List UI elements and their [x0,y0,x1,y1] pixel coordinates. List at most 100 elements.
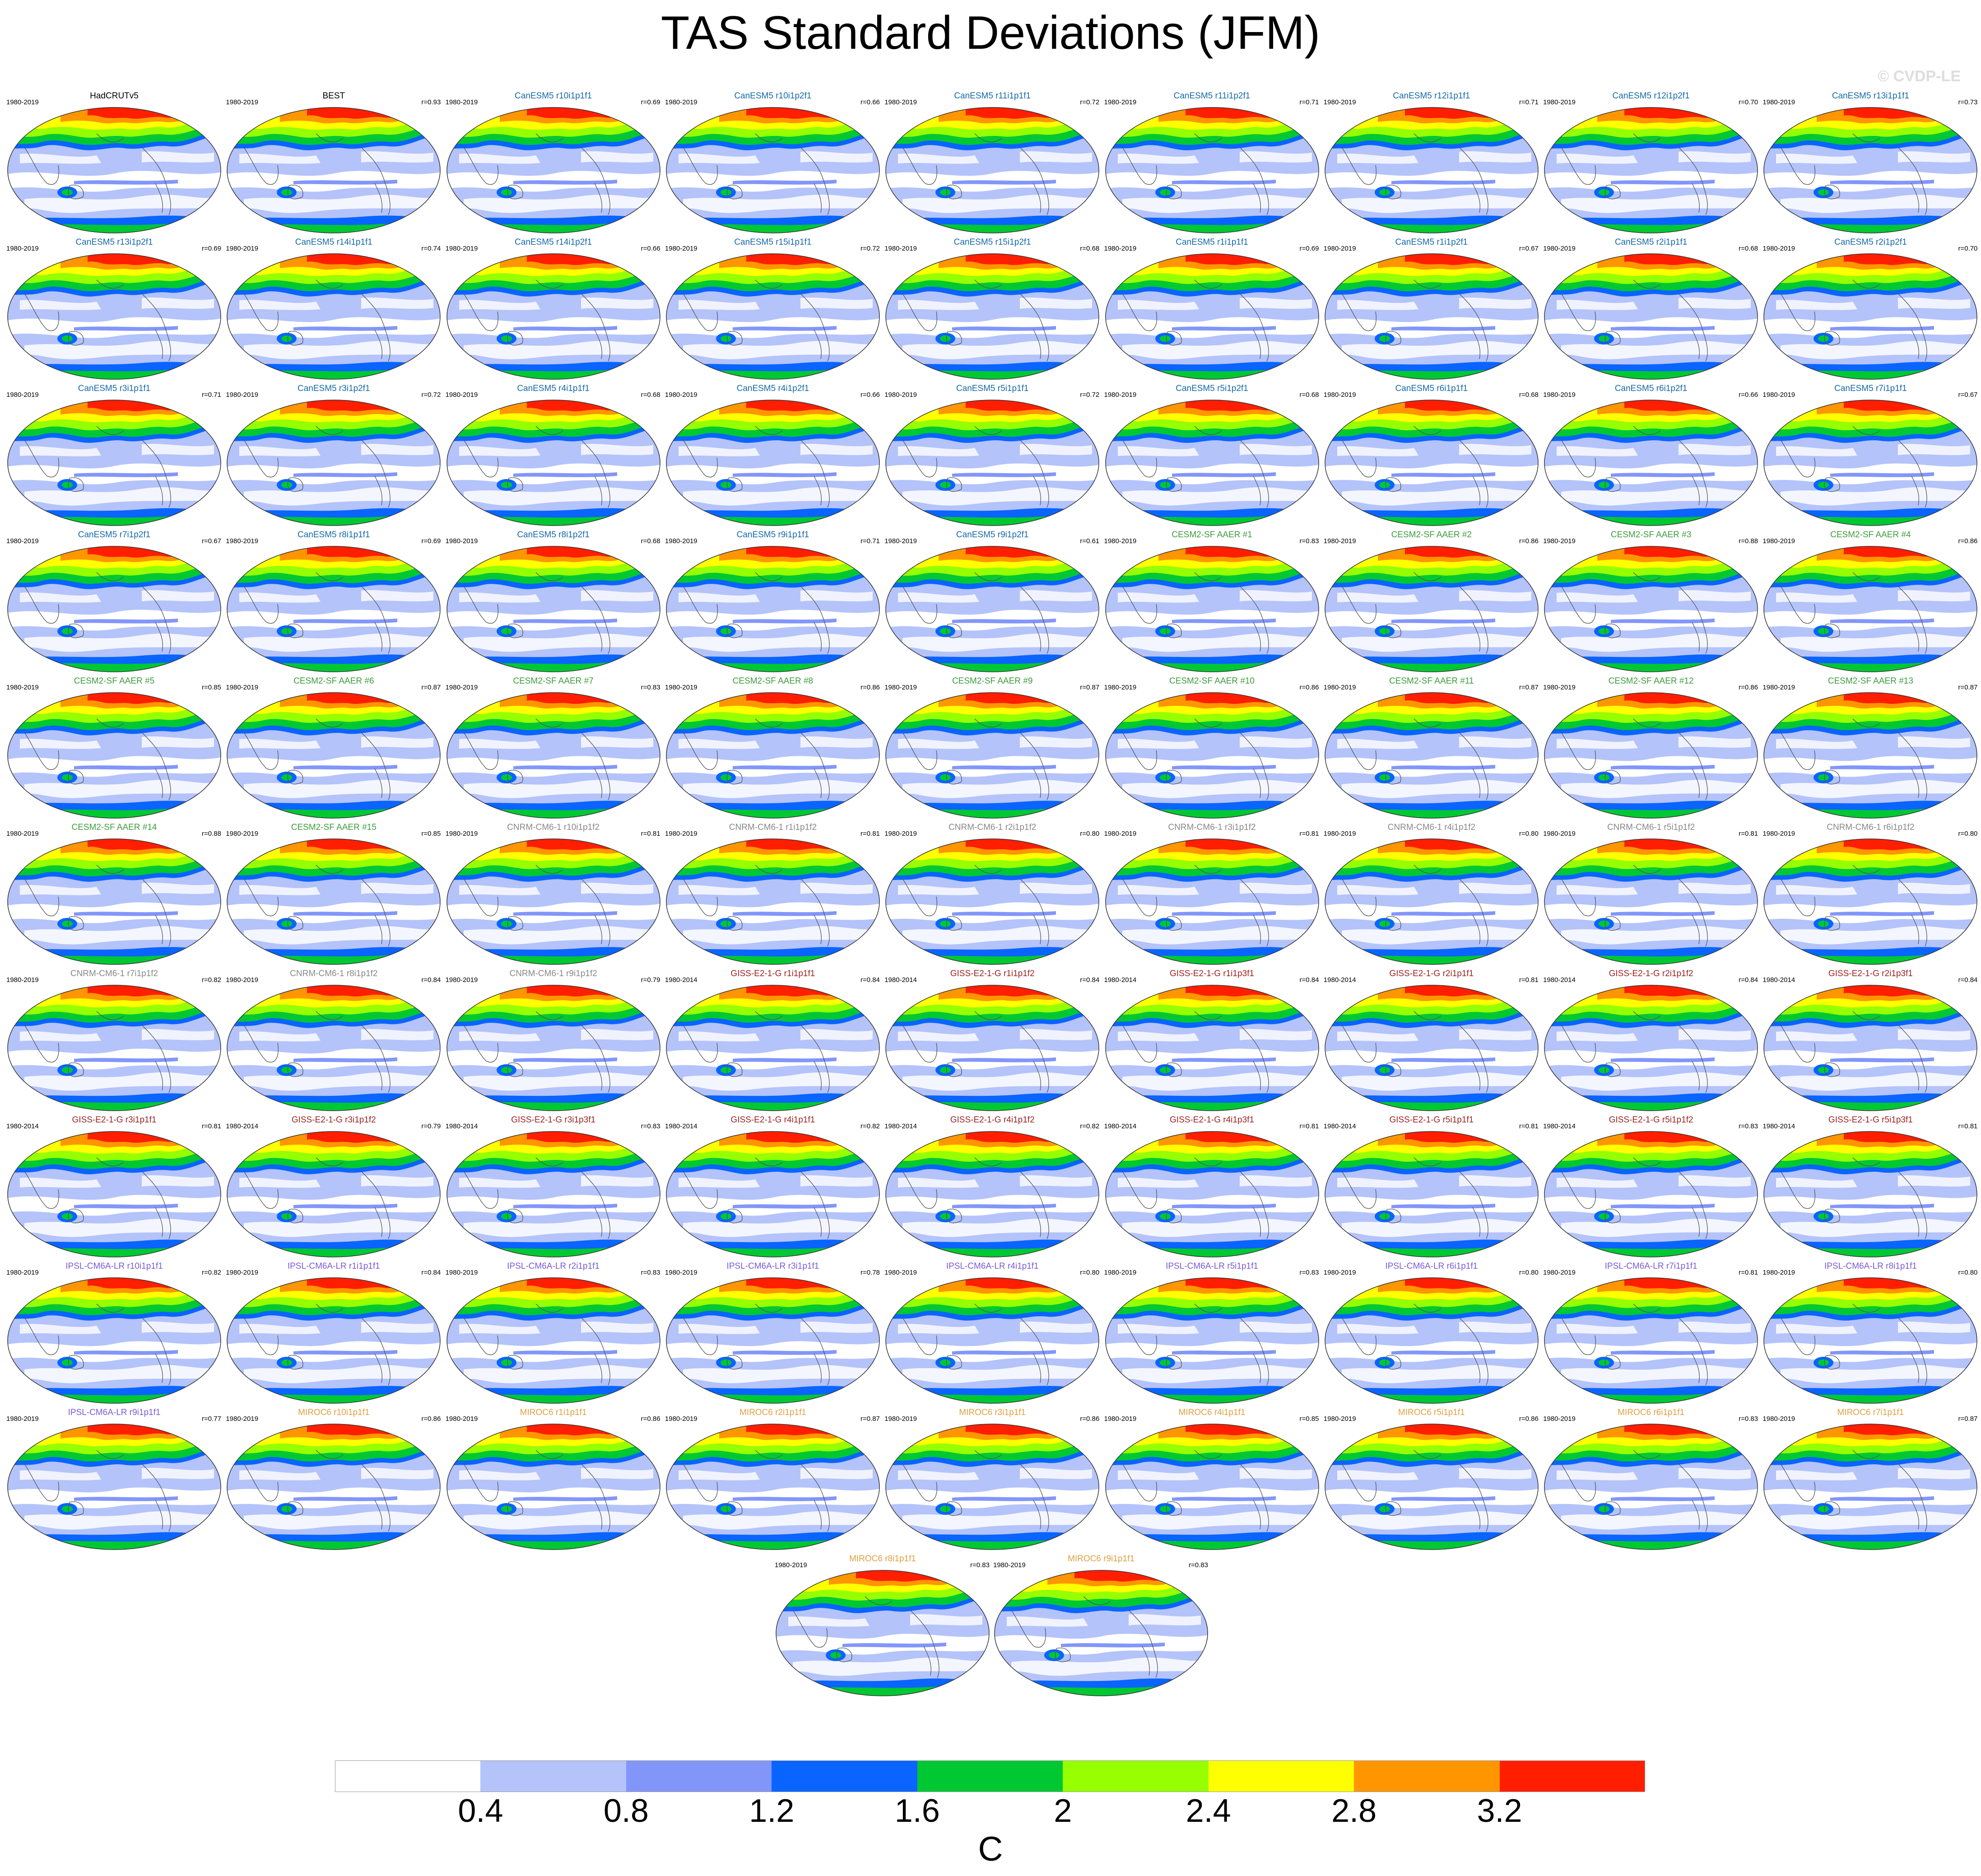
panel-title: CESM2-SF AAER #7 [513,676,594,686]
map-plot [1105,1277,1319,1404]
map-outline [885,692,1099,819]
map-panel: 1980-2019 HadCRUTv5 [5,89,224,234]
map-panel: 1980-2019 CanESM5 r6i1p1f1 r=0.68 [1322,382,1541,526]
map-panel: 1980-2019 CanESM5 r7i1p2f1 r=0.67 [5,528,224,673]
map-outline [446,985,660,1111]
panel-title: CanESM5 r9i1p1f1 [736,530,809,540]
map-plot [446,1277,660,1404]
figure-title: TAS Standard Deviations (JFM) [660,7,1321,59]
panel-period-label: 1980-2019 [1762,245,1795,252]
panel-period-label: 1980-2014 [6,1122,39,1130]
map-plot [227,253,441,380]
panel-period-label: 1980-2019 [1323,830,1356,838]
panel-period-label: 1980-2019 [665,1415,698,1423]
map-plot [666,1131,880,1257]
map-plot [885,253,1099,380]
panel-title: MIROC6 r9i1p1f1 [1068,1554,1135,1564]
map-plot [1325,1424,1539,1550]
panel-title: CanESM5 r2i1p2f1 [1834,237,1907,247]
map-plot [666,253,880,380]
map-panel: 1980-2014 GISS-E2-1-G r3i1p1f2 r=0.79 [224,1113,443,1258]
map-outline [7,985,221,1111]
map-plot [1105,692,1319,819]
map-outline [1763,1131,1978,1257]
map-plot [1544,546,1758,672]
panel-correlation-label: r=0.80 [1080,1269,1100,1276]
map-panel: 1980-2019 CanESM5 r5i1p2f1 r=0.68 [1102,382,1322,526]
map-outline [1544,400,1758,526]
panel-period-label: 1980-2014 [445,1122,478,1130]
panel-correlation-label: r=0.86 [860,684,880,691]
map-outline [1105,1424,1319,1550]
panel-title: IPSL-CM6A-LR r9i1p1f1 [68,1408,161,1417]
map-panel: 1980-2019 CNRM-CM6-1 r1i1p1f2 r=0.81 [663,821,883,965]
panel-period-label: 1980-2014 [1543,1122,1576,1130]
panel-period-label: 1980-2019 [884,684,917,691]
map-panel: 1980-2019 CanESM5 r14i1p1f1 r=0.74 [224,236,443,380]
map-panel: 1980-2019 IPSL-CM6A-LR r10i1p1f1 r=0.82 [5,1260,224,1404]
map-outline [1763,400,1978,526]
map-plot [885,1424,1099,1550]
panel-correlation-label: r=0.81 [641,830,660,838]
map-plot [227,838,441,965]
panel-correlation-label: r=0.66 [860,98,880,106]
map-panel: 1980-2019 CESM2-SF AAER #15 r=0.85 [224,821,443,965]
panel-title: MIROC6 r3i1p1f1 [959,1408,1026,1417]
colorbar-swatch [1499,1760,1646,1792]
panel-title: CanESM5 r6i1p1f1 [1395,384,1468,393]
colorbar [335,1760,1646,1792]
panel-title: CanESM5 r14i1p2f1 [515,237,592,247]
map-plot [666,838,880,965]
panel-correlation-label: r=0.70 [1958,245,1978,252]
panel-correlation-label: r=0.87 [1519,684,1539,691]
panel-period-label: 1980-2019 [6,98,39,106]
map-outline [1325,985,1539,1111]
colorbar-tick-label: 1.6 [894,1793,940,1829]
panel-period-label: 1980-2019 [1543,391,1576,399]
colorbar-swatch [1354,1760,1500,1792]
map-panel: 1980-2014 GISS-E2-1-G r5i1p3f1 r=0.81 [1761,1113,1980,1258]
map-plot [1763,253,1978,380]
map-panel: 1980-2019 CESM2-SF AAER #4 r=0.86 [1761,528,1980,673]
map-panel: 1980-2014 GISS-E2-1-G r2i1p3f1 r=0.84 [1761,967,1980,1112]
panel-period-label: 1980-2014 [884,976,917,984]
map-plot [227,1131,441,1257]
map-outline [1325,400,1539,526]
map-panel: 1980-2019 IPSL-CM6A-LR r1i1p1f1 r=0.84 [224,1260,443,1404]
map-outline [1544,1277,1758,1404]
map-panel: 1980-2019 CNRM-CM6-1 r10i1p1f2 r=0.81 [444,821,663,965]
panel-title: IPSL-CM6A-LR r2i1p1f1 [507,1262,600,1271]
map-panel: 1980-2019 CESM2-SF AAER #3 r=0.88 [1541,528,1761,673]
map-outline [1105,546,1319,672]
panel-title: BEST [322,91,345,101]
map-plot [885,107,1099,233]
map-panel: 1980-2019 CanESM5 r3i1p2f1 r=0.72 [224,382,443,526]
colorbar-tick-label: 2 [1054,1793,1072,1829]
panel-correlation-label: r=0.83 [1189,1561,1208,1569]
map-panel: 1980-2019 CanESM5 r12i1p2f1 r=0.70 [1541,89,1761,234]
map-panel: 1980-2019 CNRM-CM6-1 r4i1p1f2 r=0.80 [1322,821,1541,965]
panel-correlation-label: r=0.93 [421,98,441,106]
map-plot [7,400,221,526]
map-outline [1325,1424,1539,1550]
map-plot [1105,1424,1319,1550]
panel-correlation-label: r=0.87 [1958,1415,1978,1423]
map-panel: 1980-2014 GISS-E2-1-G r2i1p1f1 r=0.81 [1322,967,1541,1112]
panel-period-label: 1980-2019 [884,830,917,838]
panel-title: CanESM5 r12i1p1f1 [1393,91,1470,101]
panel-correlation-label: r=0.84 [1080,976,1100,984]
map-panel: 1980-2019 MIROC6 r3i1p1f1 r=0.86 [883,1406,1102,1550]
map-plot [1105,985,1319,1111]
panel-title: CNRM-CM6-1 r5i1p1f2 [1607,823,1695,832]
map-outline [885,985,1099,1111]
panel-title: CanESM5 r9i1p2f1 [956,530,1029,540]
panel-period-label: 1980-2019 [1543,830,1576,838]
map-panel: 1980-2019 CanESM5 r15i1p2f1 r=0.68 [883,236,1102,380]
panel-period-label: 1980-2019 [1543,98,1576,106]
panel-period-label: 1980-2019 [1323,1269,1356,1276]
panel-period-label: 1980-2014 [1323,976,1356,984]
panel-correlation-label: r=0.83 [1299,537,1319,545]
map-panel: 1980-2014 GISS-E2-1-G r3i1p3f1 r=0.83 [444,1113,663,1258]
map-plot [1763,838,1978,965]
